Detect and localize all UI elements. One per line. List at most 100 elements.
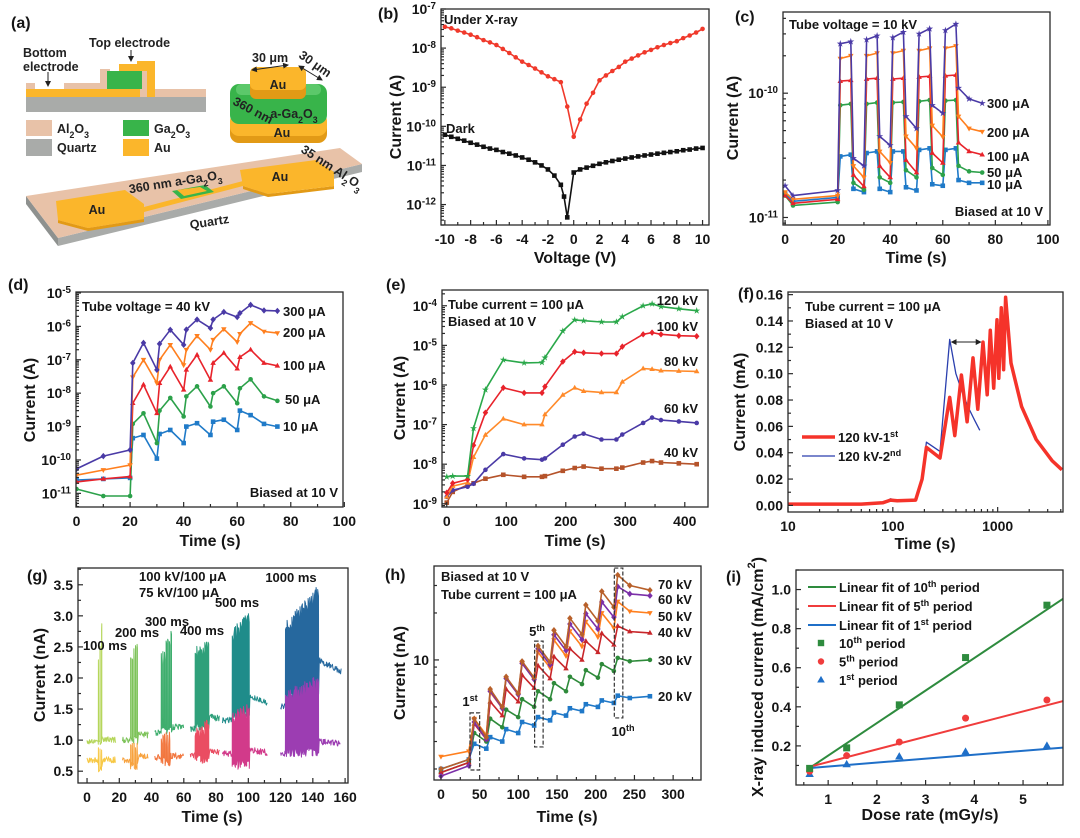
data-point — [539, 421, 545, 427]
data-point — [513, 153, 519, 158]
data-point — [538, 358, 546, 366]
data-point — [850, 171, 857, 177]
y-tick-label: 10-9 — [412, 79, 437, 96]
y-tick-label: 1.0 — [772, 582, 792, 598]
panel-label: (h) — [385, 567, 405, 584]
legend-label: Linear fit of 10th period — [839, 579, 980, 595]
period-label: 1st — [462, 693, 477, 709]
x-tick-label: 10 — [780, 518, 796, 534]
data-line — [122, 643, 149, 745]
data-point — [1042, 741, 1052, 749]
data-point — [783, 190, 788, 196]
y-tick-label: 10-7 — [412, 1, 437, 18]
panel-f: (f) 10 100 1000 0.00 0.02 0.04 0.06 0.08 0.10 0.12… — [732, 286, 1064, 553]
x-tick-label: 300 — [614, 513, 638, 529]
data-point — [167, 363, 174, 369]
data-point — [613, 389, 620, 395]
data-point — [657, 303, 665, 310]
series-label: 300 μA — [987, 96, 1030, 111]
fit-line — [808, 700, 1063, 769]
data-point — [580, 317, 588, 324]
data-point — [700, 26, 705, 32]
panel-label: (a) — [11, 15, 31, 32]
data-line — [122, 742, 149, 770]
x-tick-label: 40 — [176, 513, 192, 529]
data-point — [965, 95, 973, 102]
al2o3-layer — [100, 69, 110, 83]
data-point — [620, 465, 625, 470]
series-1-st-period — [805, 741, 1052, 778]
data-point — [500, 384, 507, 391]
data-point — [127, 463, 133, 469]
data-point — [564, 215, 570, 220]
x-axis-label: Time (s) — [536, 809, 597, 826]
data-point — [248, 377, 253, 382]
right-au-pad — [240, 160, 334, 194]
bottom-electrode-label: Bottom — [23, 46, 67, 60]
data-point — [962, 654, 970, 662]
data-point — [584, 101, 589, 106]
data-point — [899, 28, 907, 36]
charts: (b)-10 -8 -6 -4 -2 0 2 4 6 8 1010-1210-1110-1010-9… — [8, 1, 1064, 826]
data-point — [940, 172, 946, 178]
y-tick-label: 3.0 — [54, 608, 74, 624]
data-point — [234, 313, 240, 321]
y-tick-label: 0.2 — [772, 738, 792, 754]
panel-c: (c) 0 20 40 60 80 100 10-11 10-10 Time (s) Current… — [725, 9, 1060, 267]
data-point — [614, 437, 619, 442]
data-point — [887, 161, 893, 166]
pillar-width-label: 30 μm — [252, 51, 288, 65]
y-tick-label: 2.5 — [54, 639, 74, 655]
series-label: 20 kV — [658, 689, 692, 704]
data-point — [929, 123, 936, 129]
plot-frame — [433, 565, 702, 781]
data-point — [183, 326, 190, 333]
data-point — [647, 586, 653, 594]
annotation-text: Tube current = 100 μA — [448, 297, 585, 312]
data-point — [521, 474, 527, 480]
y-tick-label: 10-11 — [42, 485, 72, 502]
data-point — [966, 148, 972, 154]
panel-label: (d) — [8, 277, 28, 294]
data-point — [861, 175, 867, 181]
data-point — [526, 62, 531, 68]
plot-area — [86, 587, 342, 773]
data-point — [658, 417, 664, 423]
data-point — [599, 698, 605, 703]
data-point — [503, 673, 509, 680]
x-axis-label: Time (s) — [181, 809, 242, 826]
data-point — [194, 334, 200, 339]
data-point — [928, 101, 936, 109]
x-tick-label: 0 — [443, 513, 451, 529]
data-point — [535, 642, 541, 650]
series-10-th-period — [806, 601, 1051, 772]
data-line — [189, 641, 220, 733]
x-tick-label: 4 — [970, 791, 978, 807]
data-point — [614, 466, 619, 471]
series-label: 10 μA — [987, 177, 1023, 192]
data-point — [515, 690, 521, 697]
y-tick-label: 10-11 — [407, 157, 437, 174]
data-point — [847, 37, 855, 45]
x-axis-label: Dose rate (mGy/s) — [862, 807, 999, 824]
data-line — [280, 677, 341, 758]
x-tick-label: 1 — [824, 791, 832, 807]
x-tick-label: 100 — [237, 789, 261, 805]
pulse-width-label: 300 ms — [145, 614, 189, 629]
data-point — [520, 359, 528, 366]
data-point — [864, 150, 869, 156]
data-point — [487, 146, 493, 151]
legend-marker — [817, 658, 825, 665]
annotation-text: Tube current = 100 μA — [805, 299, 942, 314]
data-point — [1043, 696, 1051, 704]
data-point — [913, 146, 920, 152]
data-point — [465, 484, 470, 490]
series-under-x-ray — [442, 24, 705, 140]
data-point — [914, 175, 919, 180]
data-point — [221, 308, 227, 316]
y-tick-label: 10-7 — [413, 416, 438, 433]
data-point — [140, 381, 147, 387]
data-point — [658, 331, 664, 338]
data-point — [444, 489, 450, 496]
data-point — [622, 156, 628, 161]
